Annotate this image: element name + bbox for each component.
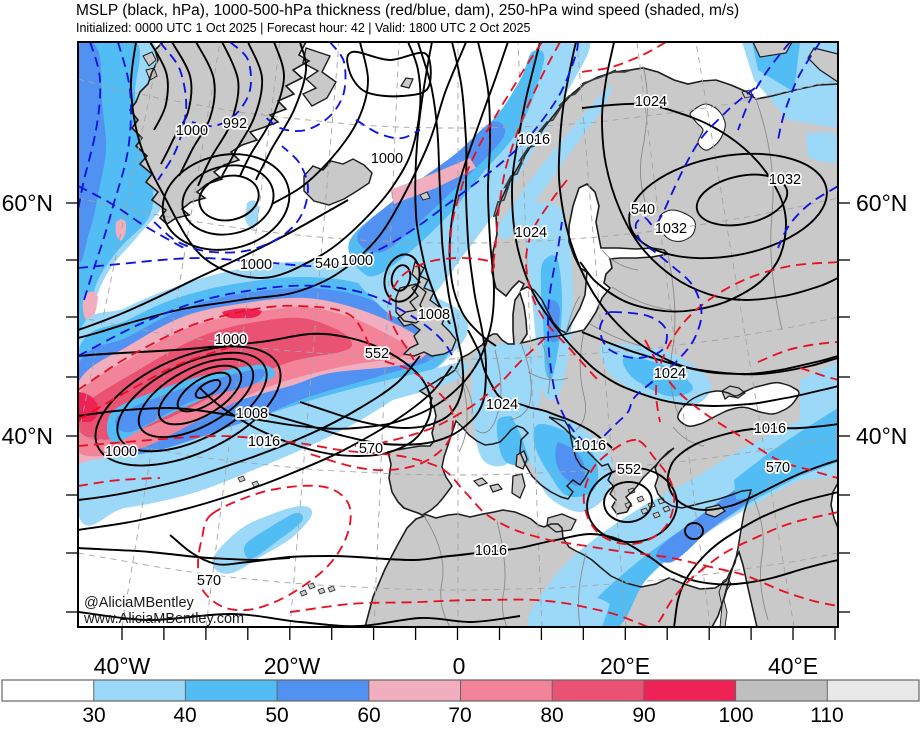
svg-text:20°W: 20°W xyxy=(264,653,321,679)
svg-text:992: 992 xyxy=(223,116,247,132)
svg-text:1016: 1016 xyxy=(754,421,786,437)
svg-text:1000: 1000 xyxy=(105,444,137,460)
svg-text:1008: 1008 xyxy=(236,406,268,422)
svg-text:1016: 1016 xyxy=(475,543,507,559)
svg-text:1024: 1024 xyxy=(654,366,686,382)
svg-text:80: 80 xyxy=(540,704,563,727)
svg-text:540: 540 xyxy=(315,256,339,272)
svg-text:1016: 1016 xyxy=(518,132,550,148)
svg-text:1032: 1032 xyxy=(769,172,801,188)
svg-text:1008: 1008 xyxy=(418,307,450,323)
svg-text:70: 70 xyxy=(448,704,471,727)
svg-text:552: 552 xyxy=(365,346,389,362)
svg-text:@AliciaMBentley: @AliciaMBentley xyxy=(84,595,195,611)
svg-text:20°E: 20°E xyxy=(600,653,650,679)
svg-text:40°N: 40°N xyxy=(856,423,907,449)
svg-text:0: 0 xyxy=(453,653,466,679)
svg-text:110: 110 xyxy=(810,704,843,727)
svg-text:1000: 1000 xyxy=(215,332,247,348)
svg-text:1032: 1032 xyxy=(655,221,687,237)
svg-text:1000: 1000 xyxy=(341,253,373,269)
svg-text:540: 540 xyxy=(631,202,655,218)
svg-text:60: 60 xyxy=(357,704,380,727)
svg-text:552: 552 xyxy=(617,462,641,478)
svg-text:40°W: 40°W xyxy=(94,653,151,679)
svg-text:1024: 1024 xyxy=(635,94,667,110)
svg-text:50: 50 xyxy=(265,704,288,727)
svg-text:1000: 1000 xyxy=(240,257,272,273)
svg-text:1000: 1000 xyxy=(176,123,208,139)
svg-text:1016: 1016 xyxy=(574,438,606,454)
svg-text:1024: 1024 xyxy=(486,397,518,413)
svg-text:www.AliciaMBentley.com: www.AliciaMBentley.com xyxy=(83,611,244,627)
svg-text:1024: 1024 xyxy=(515,225,547,241)
svg-text:100: 100 xyxy=(718,704,753,727)
svg-text:1016: 1016 xyxy=(248,434,280,450)
svg-text:60°N: 60°N xyxy=(2,190,53,216)
svg-text:60°N: 60°N xyxy=(856,190,907,216)
svg-text:570: 570 xyxy=(197,573,221,589)
svg-text:570: 570 xyxy=(766,460,790,476)
svg-text:30: 30 xyxy=(82,704,105,727)
svg-text:40°N: 40°N xyxy=(2,423,53,449)
svg-text:40°E: 40°E xyxy=(768,653,818,679)
svg-text:90: 90 xyxy=(632,704,655,727)
svg-text:1000: 1000 xyxy=(371,151,403,167)
svg-text:570: 570 xyxy=(359,441,383,457)
svg-text:40: 40 xyxy=(173,704,196,727)
